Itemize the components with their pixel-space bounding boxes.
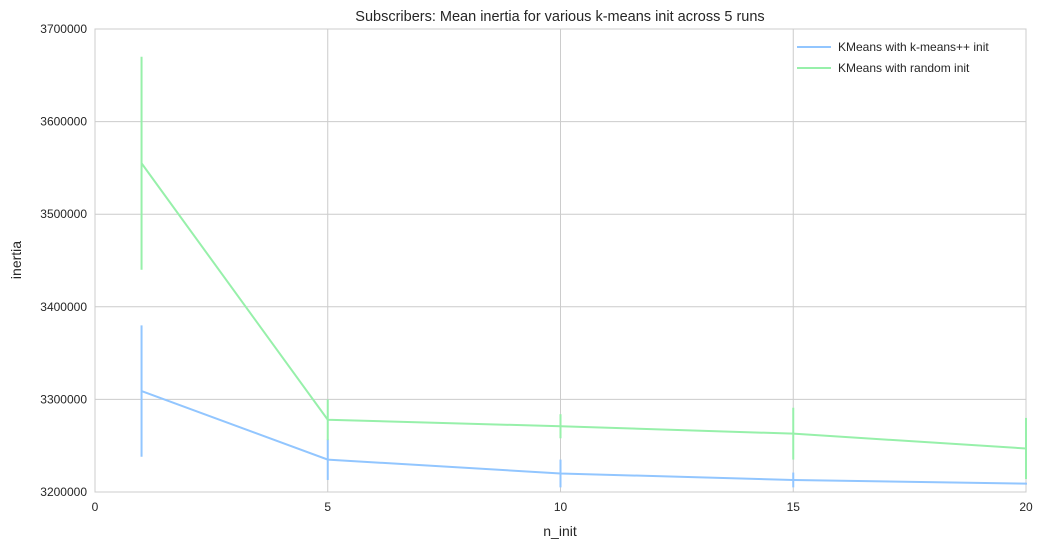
x-tick-label: 15	[787, 500, 801, 514]
y-tick-label: 3700000	[40, 22, 87, 36]
x-tick-label: 10	[554, 500, 568, 514]
y-tick-label: 3400000	[40, 300, 87, 314]
y-tick-label: 3300000	[40, 392, 87, 406]
chart-title: Subscribers: Mean inertia for various k-…	[355, 9, 764, 25]
series-0	[140, 325, 1027, 488]
y-tick-label: 3600000	[40, 115, 87, 129]
grid	[94, 28, 1027, 493]
legend-label-random: KMeans with random init	[838, 61, 970, 75]
x-ticks: 0 5 10 15 20	[92, 500, 1033, 514]
x-tick-label: 0	[92, 500, 99, 514]
y-axis-label: inertia	[8, 241, 24, 279]
series-layer	[140, 56, 1027, 488]
y-tick-label: 3500000	[40, 207, 87, 221]
x-tick-label: 20	[1019, 500, 1033, 514]
y-ticks: 3200000 3300000 3400000 3500000 3600000 37000…	[40, 22, 87, 499]
x-tick-label: 5	[324, 500, 331, 514]
y-tick-label: 3200000	[40, 485, 87, 499]
legend: KMeans with k-means++ init KMeans with r…	[797, 40, 989, 75]
series-1	[140, 56, 1027, 480]
x-axis-label: n_init	[543, 523, 577, 539]
legend-label-kmeanspp: KMeans with k-means++ init	[838, 40, 989, 54]
